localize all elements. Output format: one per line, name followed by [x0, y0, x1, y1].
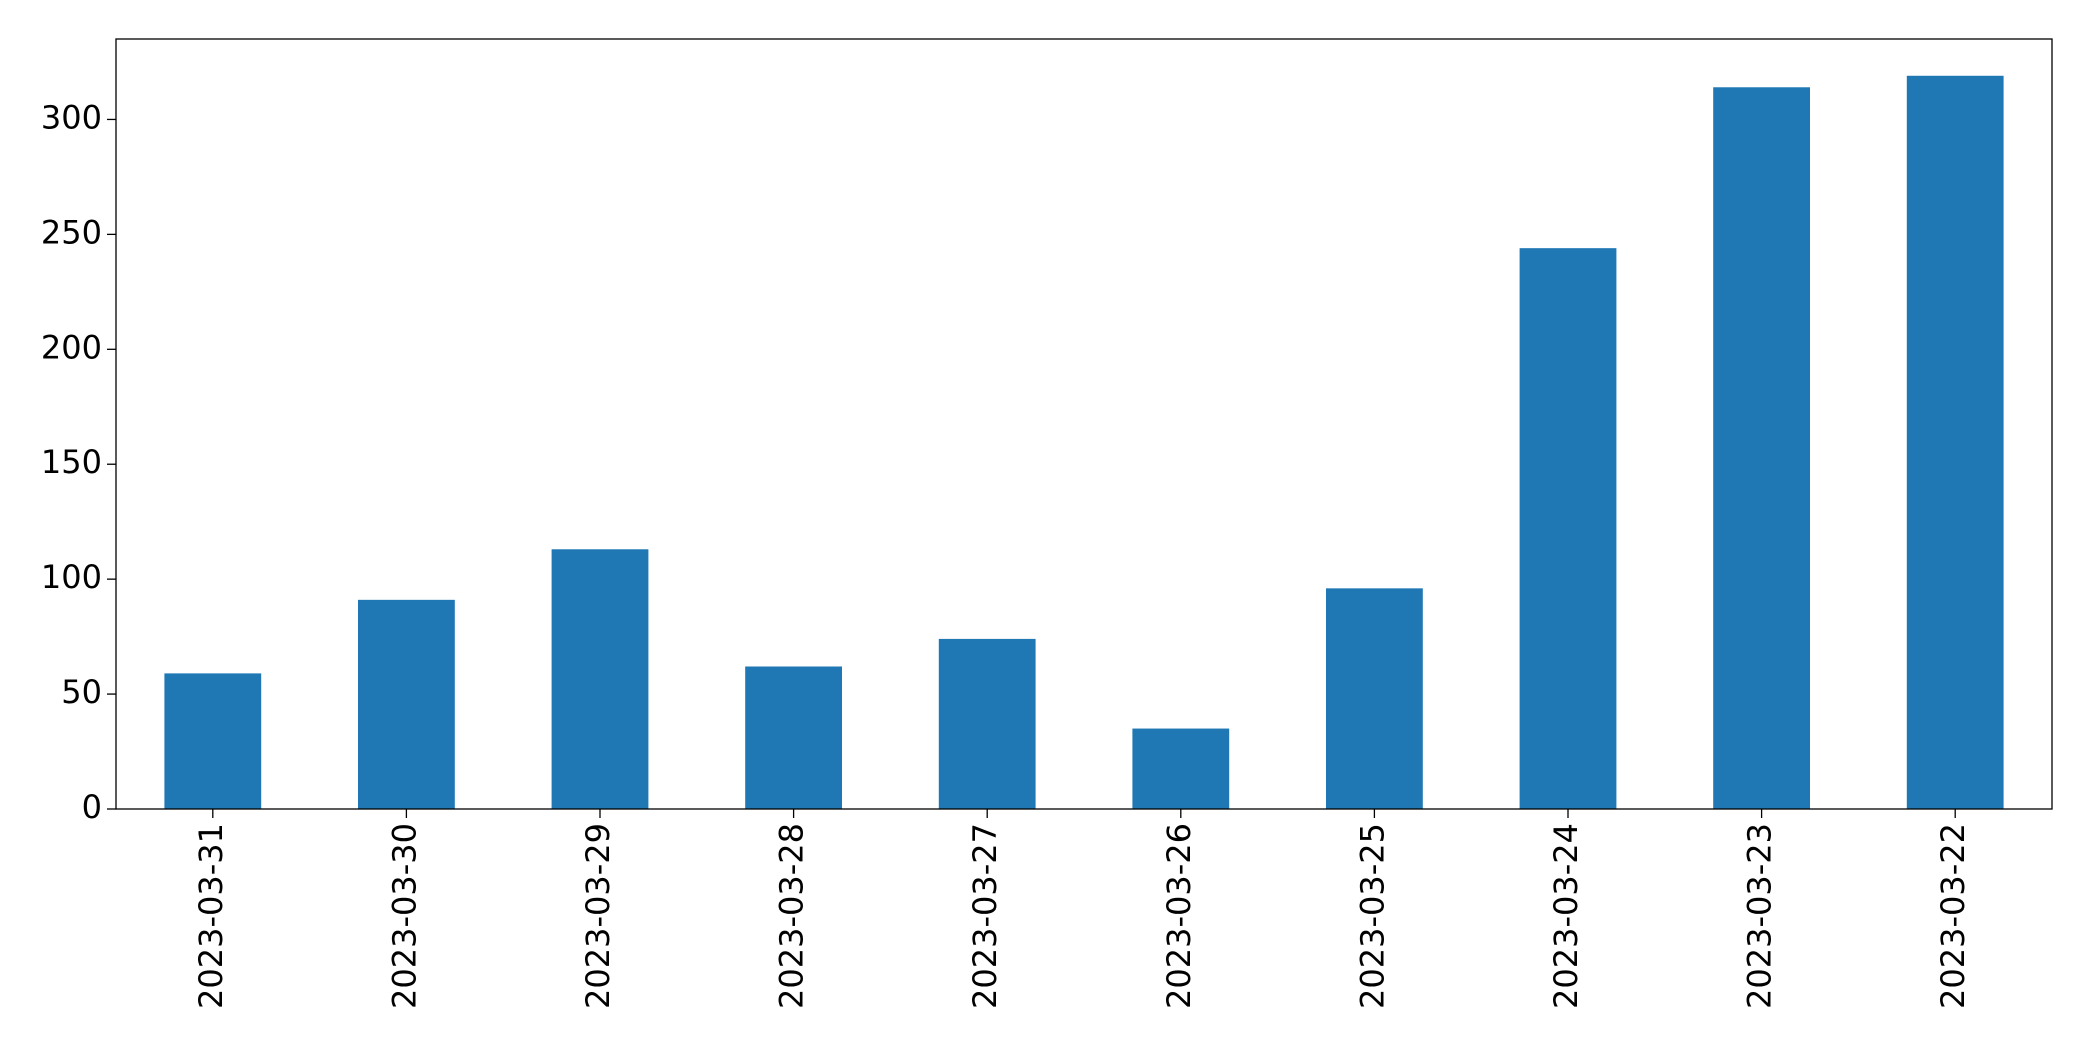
bar [358, 599, 455, 809]
x-tick-label: 2023-03-31 [192, 823, 230, 1009]
x-tick-label: 2023-03-30 [385, 823, 423, 1009]
x-tick-label: 2023-03-22 [1934, 823, 1972, 1009]
x-tick-label: 2023-03-26 [1160, 823, 1198, 1009]
bar [1132, 728, 1230, 809]
x-tick-label: 2023-03-24 [1547, 823, 1585, 1009]
y-tick-label: 200 [41, 328, 102, 366]
bar [551, 549, 649, 809]
x-tick-label: 2023-03-29 [579, 823, 617, 1009]
plot-frame [115, 38, 2053, 810]
bar [164, 673, 262, 809]
bar [1326, 588, 1423, 809]
x-tick-label: 2023-03-23 [1741, 823, 1779, 1009]
y-tick-label: 250 [41, 213, 102, 251]
y-tick-label: 0 [82, 788, 102, 826]
x-tick-label: 2023-03-28 [773, 823, 811, 1009]
bar [1713, 87, 1810, 809]
x-tick-label: 2023-03-25 [1353, 823, 1391, 1009]
y-tick-label: 150 [41, 443, 102, 481]
y-tick-label: 50 [61, 673, 102, 711]
bar [938, 638, 1036, 809]
bar [1906, 75, 2004, 809]
y-tick-label: 300 [41, 98, 102, 136]
bar [1519, 248, 1617, 809]
x-tick-label: 2023-03-27 [966, 823, 1004, 1009]
bar [745, 666, 842, 809]
y-tick-label: 100 [41, 558, 102, 596]
